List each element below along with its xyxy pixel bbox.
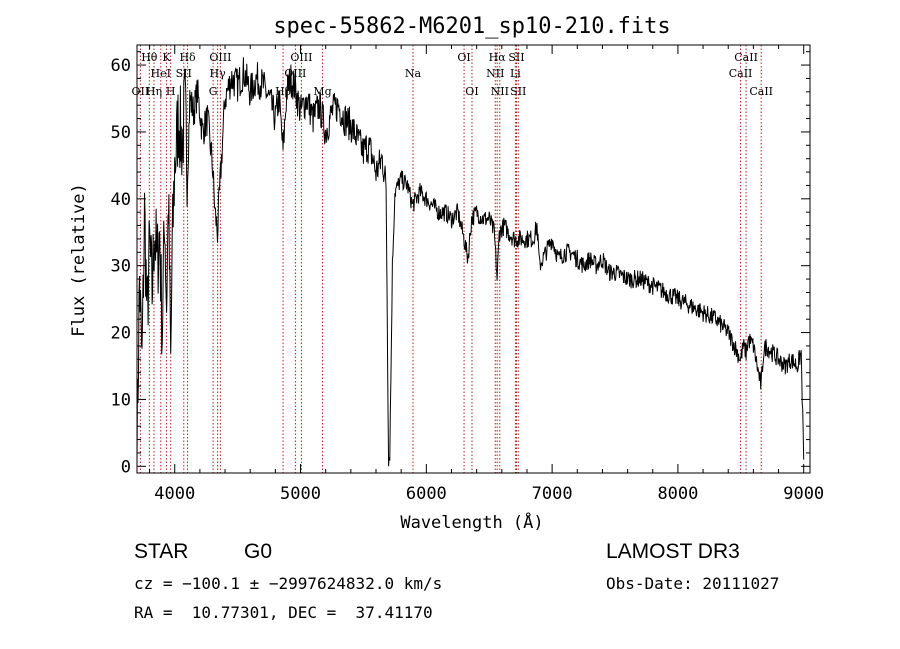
y-tick-label: 50 [111,123,131,143]
x-tick-label: 8000 [657,484,698,504]
line-label: OI [465,85,478,98]
chart-title: spec-55862-M6201_sp10-210.fits [273,14,670,39]
line-label: Na [405,67,422,80]
x-axis-label: Wavelength (Å) [400,511,543,533]
line-markers [139,45,762,473]
survey-name: LAMOST DR3 [606,540,740,563]
object-subclass: G0 [244,540,273,563]
line-label: Li [510,67,521,80]
x-tick-label: 6000 [406,484,447,504]
line-label: SII [176,67,192,80]
y-axis: 0 10 20 30 40 50 60 [111,51,810,477]
y-tick-label: 60 [111,56,131,76]
line-label: HeI [151,67,171,80]
line-label: OIII [209,51,231,64]
line-label: Hη [146,85,162,98]
y-tick-label: 0 [121,457,131,477]
line-label: K [162,51,171,64]
y-tick-label: 10 [111,390,131,410]
line-label: G [209,85,218,98]
line-label: H [166,85,176,98]
y-axis-label: Flux (relative) [69,183,89,337]
line-label: Hγ [210,67,227,80]
spectrum-series-line [136,57,805,467]
y-tick-label: 40 [111,190,131,210]
line-label: CaII [729,67,753,80]
x-tick-label: 7000 [532,484,573,504]
line-label: Mg [313,85,331,98]
obs-date: Obs-Date: 20111027 [606,574,780,593]
plot-frame [136,44,811,474]
y-tick-label: 20 [111,324,131,344]
object-class: STAR [134,540,189,563]
y-tick-label: 30 [111,257,131,277]
velocity-readout: cz = −100.1 ± −2997624832.0 km/s [134,574,443,593]
x-tick-label: 9000 [783,484,824,504]
x-tick-label: 5000 [280,484,321,504]
line-label: SII [508,51,524,64]
x-tick-label: 4000 [154,484,195,504]
coordinates-readout: RA = 10.77301, DEC = 37.41170 [134,603,433,622]
line-label: NII [491,85,509,98]
line-label: CaII [749,85,773,98]
x-axis: 4000 5000 6000 7000 8000 9000 [149,45,824,504]
line-label: Hα [489,51,507,64]
line-label: Hθ [141,51,158,64]
line-label: CaII [734,51,758,64]
line-label: NII [486,67,504,80]
line-label: OI [457,51,470,64]
line-label: OIII [290,51,312,64]
line-label: Hδ [179,51,196,64]
line-label: SII [510,85,526,98]
